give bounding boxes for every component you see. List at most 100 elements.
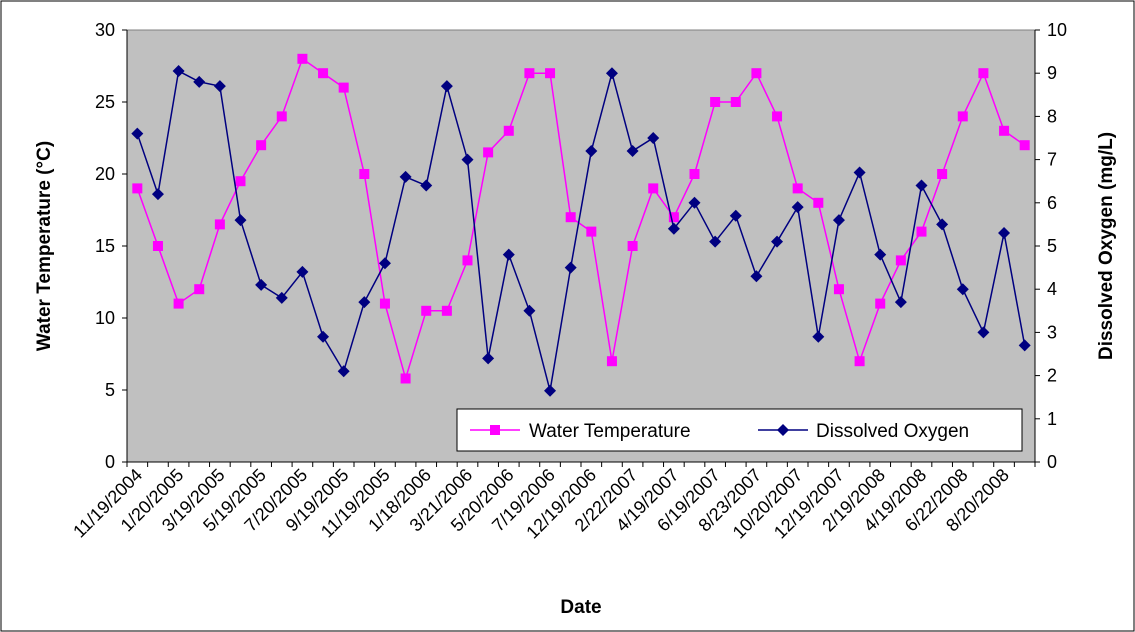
right-tick-label: 0 [1047,452,1057,472]
data-point-water-temperature [999,125,1010,136]
data-point-water-temperature [833,284,844,295]
data-point-dissolved-oxygen [399,170,412,183]
data-point-water-temperature [689,169,700,179]
data-point-dissolved-oxygen [337,365,350,378]
data-point-water-temperature [565,212,576,223]
data-point-water-temperature [916,226,927,237]
data-point-water-temperature [173,298,184,309]
data-point-water-temperature [648,183,659,194]
data-point-water-temperature [957,111,968,122]
data-point-water-temperature [214,219,225,230]
data-point-water-temperature [462,255,473,266]
right-tick-label: 10 [1047,20,1067,40]
right-tick-label: 1 [1047,409,1057,429]
data-point-dissolved-oxygen [874,248,887,261]
left-tick-label: 20 [95,164,115,184]
data-point-dissolved-oxygen [378,257,391,270]
data-point-dissolved-oxygen [709,235,722,248]
data-point-dissolved-oxygen [894,296,907,309]
series-line-water-temperature [136,57,1026,382]
legend-marker-dissolved-oxygen [777,424,789,436]
data-point-dissolved-oxygen [482,352,495,365]
data-point-dissolved-oxygen [626,144,639,157]
left-axis-title: Water Temperature (°C) [34,141,55,351]
data-point-water-temperature [545,68,556,79]
data-point-dissolved-oxygen [585,144,598,157]
data-point-water-temperature [421,305,432,316]
right-tick-label: 4 [1047,279,1057,299]
data-point-water-temperature [895,255,906,266]
data-point-water-temperature [194,284,205,295]
data-point-dissolved-oxygen [647,132,660,144]
data-point-dissolved-oxygen [688,196,701,209]
data-point-dissolved-oxygen [812,330,825,343]
data-point-dissolved-oxygen [1018,339,1031,352]
data-point-dissolved-oxygen [317,330,330,343]
data-point-water-temperature [854,356,865,367]
data-point-dissolved-oxygen [977,326,990,339]
x-axis-title: Date [560,597,601,618]
data-point-dissolved-oxygen [729,209,742,222]
data-point-water-temperature [668,212,679,223]
data-point-dissolved-oxygen [296,265,309,278]
data-point-dissolved-oxygen [255,278,268,291]
series-layer [131,53,1031,397]
data-point-dissolved-oxygen [605,67,618,80]
data-point-water-temperature [730,97,741,107]
data-point-water-temperature [503,125,514,136]
data-point-water-temperature [772,111,783,122]
data-point-dissolved-oxygen [213,80,226,93]
left-axis-ticks: 0 5 10 15 20 25 30 [95,20,127,472]
right-axis-ticks: 0 1 2 3 4 5 6 7 8 9 10 [1035,20,1067,472]
data-point-dissolved-oxygen [440,80,453,93]
data-point-dissolved-oxygen [853,166,866,179]
legend-label-dissolved-oxygen: Dissolved Oxygen [816,421,969,442]
data-point-dissolved-oxygen [544,384,557,397]
legend-label-water-temperature: Water Temperature [529,421,691,442]
right-tick-label: 7 [1047,150,1057,170]
right-tick-label: 5 [1047,236,1057,256]
data-point-water-temperature [441,305,452,316]
data-point-water-temperature [152,241,163,251]
data-point-dissolved-oxygen [750,270,763,283]
data-point-water-temperature [524,68,535,79]
right-axis-title: Dissolved Oxygen (mg/L) [1096,132,1117,360]
data-point-water-temperature [1019,140,1030,151]
left-tick-label: 0 [105,452,115,472]
data-point-dissolved-oxygen [791,201,804,214]
data-point-dissolved-oxygen [131,127,144,140]
data-point-dissolved-oxygen [172,65,185,78]
data-point-water-temperature [978,68,989,79]
data-point-dissolved-oxygen [915,179,928,192]
data-point-water-temperature [751,68,762,79]
left-tick-label: 30 [95,20,115,40]
legend: Water Temperature Dissolved Oxygen [456,408,1023,452]
series-line-dissolved-oxygen [136,69,1026,391]
plot-area [126,29,1036,463]
data-point-dissolved-oxygen [234,214,247,227]
data-point-water-temperature [276,111,287,122]
data-point-dissolved-oxygen [420,179,433,192]
data-point-dissolved-oxygen [523,304,536,317]
data-point-water-temperature [586,226,597,237]
data-point-water-temperature [710,97,721,107]
right-tick-label: 3 [1047,322,1057,342]
data-point-water-temperature [606,356,617,367]
data-point-dissolved-oxygen [564,261,577,274]
data-point-dissolved-oxygen [461,153,474,166]
data-point-water-temperature [813,197,824,208]
data-point-dissolved-oxygen [358,296,371,309]
data-point-dissolved-oxygen [667,222,680,235]
left-tick-label: 10 [95,308,115,328]
right-tick-label: 2 [1047,366,1057,386]
left-tick-label: 25 [95,92,115,112]
data-point-water-temperature [297,53,308,64]
data-point-dissolved-oxygen [956,283,969,296]
data-point-water-temperature [235,176,246,187]
data-point-water-temperature [338,82,349,93]
data-point-water-temperature [937,169,948,179]
data-point-water-temperature [792,183,803,194]
data-point-water-temperature [400,373,411,384]
data-point-water-temperature [875,298,886,309]
